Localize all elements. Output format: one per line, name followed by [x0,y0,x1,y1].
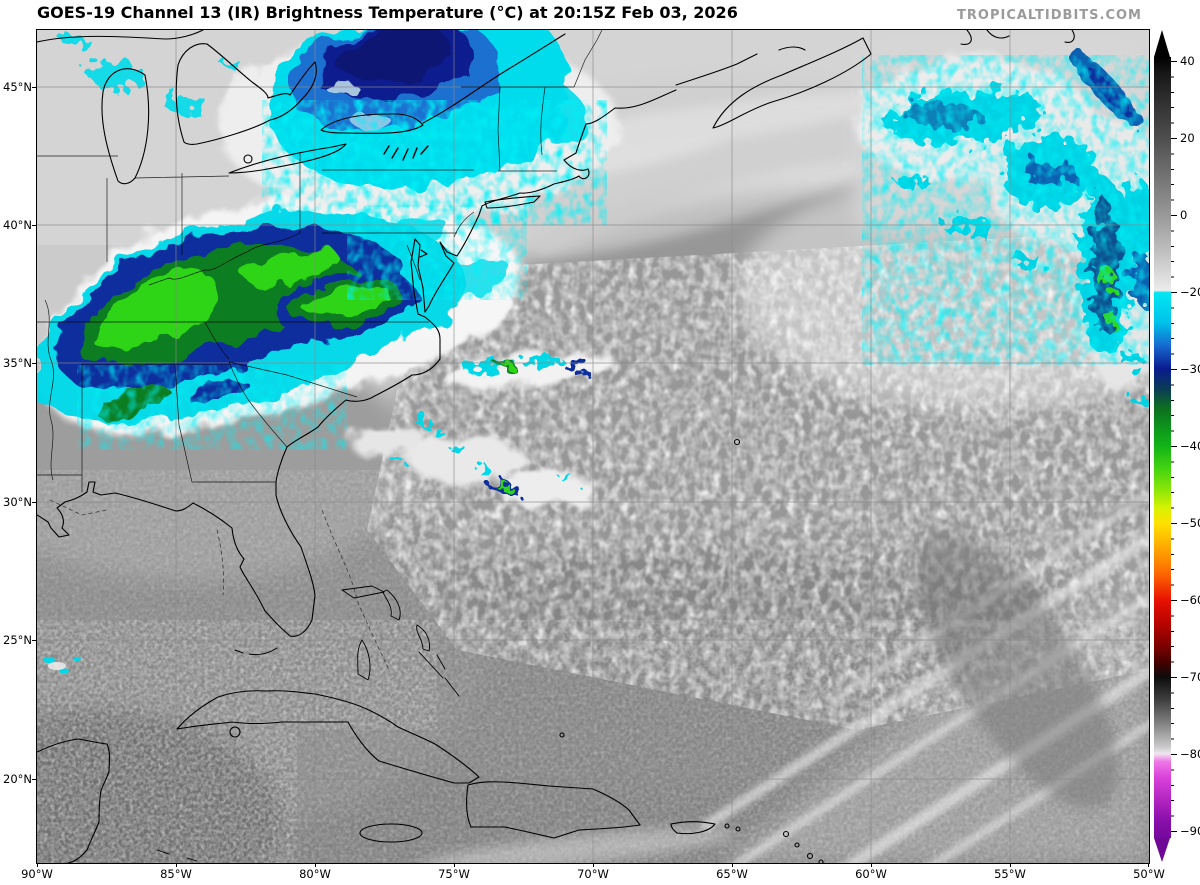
watermark: TROPICALTIDBITS.COM [957,8,1142,23]
lat-label: 45°N [3,80,32,94]
colorbar-gradient [1154,57,1171,838]
state-borders [37,30,603,492]
lon-tick [1010,863,1011,867]
map-frame [36,29,1150,864]
colorbar-tick [1171,138,1177,139]
colorbar-label: −50 [1180,516,1200,530]
colorbar-label: −30 [1180,362,1200,376]
lon-tick [593,863,594,867]
satellite-image [37,30,1149,863]
colorbar-tick [1171,677,1177,678]
lon-label: 70°W [577,867,609,881]
lat-tick [32,225,36,226]
storm-southeast [37,205,527,450]
lat-label: 35°N [3,356,32,370]
page-title: GOES-19 Channel 13 (IR) Brightness Tempe… [37,3,738,22]
storm-topright [862,48,1149,405]
colorbar-tick [1171,600,1177,601]
colorbar-label: −90 [1180,824,1200,838]
colorbar-label: −80 [1180,747,1200,761]
lat-tick [32,502,36,503]
colorbar-label: −70 [1180,670,1200,684]
lon-tick [732,863,733,867]
colorbar-label: −60 [1180,593,1200,607]
lon-label: 50°W [1133,867,1165,881]
storm-northeast [63,30,607,225]
lon-tick [176,863,177,867]
lon-label: 90°W [21,867,53,881]
marine-boundaries [49,499,390,671]
graticule [37,30,1149,863]
lon-label: 65°W [716,867,748,881]
colorbar-tick [1171,369,1177,370]
lat-tick [32,363,36,364]
colorbar-tick [1171,446,1177,447]
colorbar-arrow-bottom [1154,838,1170,862]
lon-label: 85°W [160,867,192,881]
colorbar-tick [1171,292,1177,293]
lon-label: 60°W [855,867,887,881]
lon-label: 80°W [299,867,331,881]
lon-label: 75°W [438,867,470,881]
colorbar-tick [1171,61,1177,62]
small-flecks [43,657,81,674]
colorbar-arrow-top [1154,30,1170,57]
lon-tick [1148,863,1149,867]
small-cells [391,354,591,496]
colorbar-label: 40 [1180,54,1195,68]
lon-label: 55°W [994,867,1026,881]
lon-tick [37,863,38,867]
colorbar-label: −40 [1180,439,1200,453]
lat-tick [32,87,36,88]
lat-label: 30°N [3,495,32,509]
colorbar-label: 20 [1180,131,1195,145]
coastlines [37,30,1075,863]
lat-tick [32,779,36,780]
colorbar-tick [1171,215,1177,216]
lat-label: 20°N [3,772,32,786]
colorbar-tick [1171,523,1177,524]
colorbar-tick [1171,831,1177,832]
lon-tick [454,863,455,867]
lat-label: 25°N [3,633,32,647]
lat-label: 40°N [3,218,32,232]
lon-tick [871,863,872,867]
colorbar-label: 0 [1180,208,1188,222]
colorbar-label: −20 [1180,285,1200,299]
lat-tick [32,640,36,641]
lon-tick [315,863,316,867]
colorbar-tick [1171,754,1177,755]
